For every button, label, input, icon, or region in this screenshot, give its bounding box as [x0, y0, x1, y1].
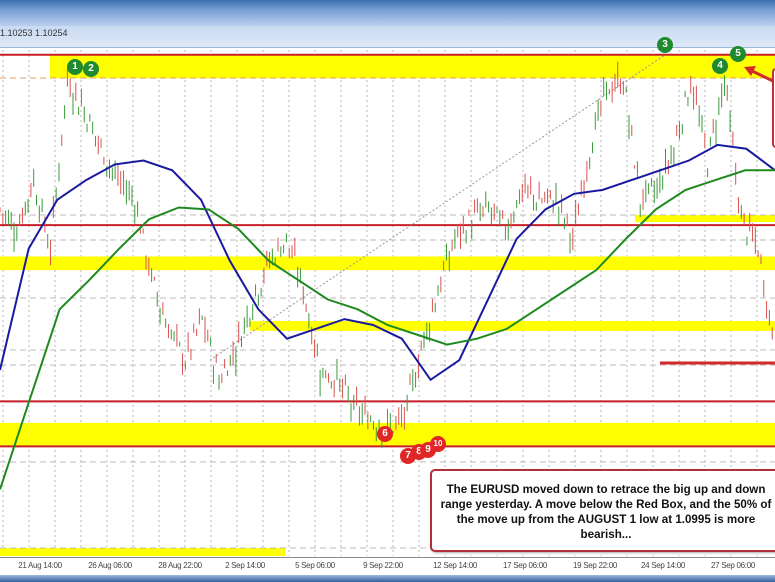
marker-green: 5: [730, 46, 746, 62]
x-tick-label: 26 Aug 06:00: [88, 561, 132, 570]
support-resistance-zone: [0, 256, 775, 271]
marker-green: 1: [67, 59, 83, 75]
support-resistance-zone: [50, 54, 775, 79]
x-tick-label: 19 Sep 22:00: [573, 561, 617, 570]
x-tick-label: 5 Sep 06:00: [295, 561, 335, 570]
x-tick-label: 12 Sep 14:00: [433, 561, 477, 570]
window-title-bar: [0, 0, 775, 26]
arrow-icon: [749, 68, 775, 84]
x-tick-label: 27 Sep 06:00: [711, 561, 755, 570]
x-tick-label: 24 Sep 14:00: [641, 561, 685, 570]
toolbar: [0, 26, 775, 48]
marker-green: 2: [83, 61, 99, 77]
x-tick-label: 2 Sep 14:00: [225, 561, 265, 570]
marker-red: 10: [430, 436, 446, 452]
support-resistance-zone: [0, 548, 285, 556]
arrow-icon: [744, 66, 756, 76]
status-bar: [0, 575, 775, 582]
annotation-box: The EURUSD moved down to retrace the big…: [430, 469, 775, 552]
x-axis: 21 Aug 14:00 26 Aug 06:00 28 Aug 22:00 2 Se…: [0, 557, 775, 575]
support-resistance-zone: [635, 215, 775, 222]
x-tick-label: 21 Aug 14:00: [18, 561, 62, 570]
callout-box: [772, 68, 775, 148]
x-tick-label: 28 Aug 22:00: [158, 561, 202, 570]
marker-green: 4: [712, 58, 728, 74]
moving-average-blue: [0, 143, 775, 382]
marker-red: 6: [377, 426, 393, 442]
price-readout: 1.10253 1.10254: [0, 28, 68, 38]
moving-average-green: [0, 169, 775, 490]
marker-green: 3: [657, 37, 673, 53]
x-tick-label: 17 Sep 06:00: [503, 561, 547, 570]
x-tick-label: 9 Sep 22:00: [363, 561, 403, 570]
trend-line: [209, 54, 666, 361]
